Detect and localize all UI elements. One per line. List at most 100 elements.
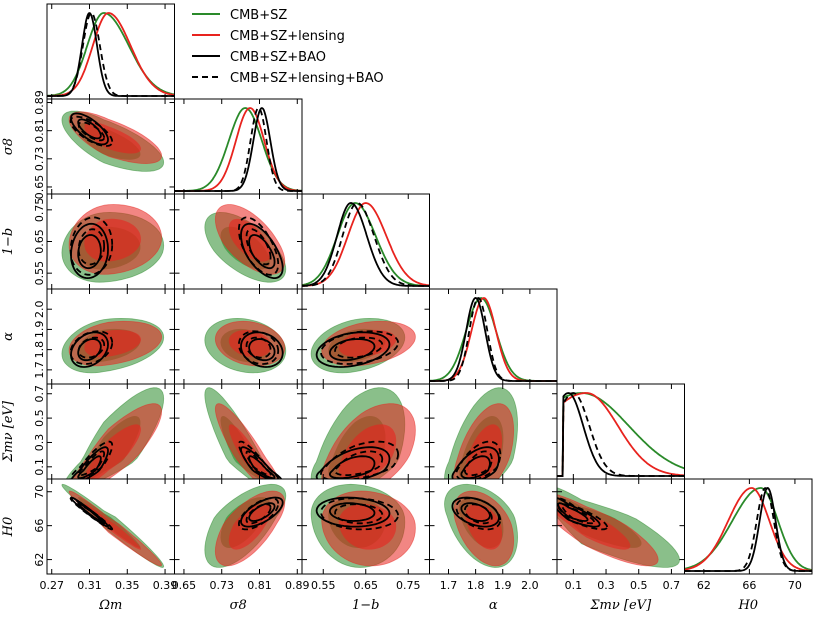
panel-om-s8 [61, 110, 165, 172]
panel-b-h0 [310, 483, 416, 568]
xtick-label-al: 1.8 [467, 579, 485, 592]
xtick-label-b: 0.65 [354, 579, 379, 592]
contour-68-cmb-sz-bao [77, 234, 102, 270]
ytick-label-mnu: 0.1 [33, 458, 46, 476]
panel-s8-mnu [204, 387, 283, 479]
contour-95-cmb-sz-lensing-bao [320, 330, 400, 365]
ytick-label-h0: 62 [33, 553, 46, 567]
frame-3-3 [429, 288, 558, 385]
marginal-om-cmb-sz-bao [47, 12, 175, 97]
marginal-b-cmb-sz [302, 202, 430, 287]
contour-68-cmb-sz-lensing-bao [245, 450, 272, 476]
contour-68-cmb-sz-bao [77, 455, 102, 479]
contour-68-cmb-sz-lensing-bao [245, 503, 272, 525]
contour-68-cmb-sz-lensing [338, 329, 397, 358]
xaxis-label-b: 1−b [352, 598, 380, 613]
contour-95-cmb-sz-lensing-bao [455, 497, 502, 531]
panel-s8-al [204, 317, 287, 374]
xtick-label-h0: 66 [742, 579, 756, 592]
contour-95-cmb-sz-lensing-bao [69, 440, 114, 479]
panel-om-b [61, 204, 165, 283]
ytick-label-s8: 0.81 [33, 118, 46, 143]
xtick-label-om: 0.27 [39, 579, 64, 592]
diag-panel-h0 [684, 487, 812, 572]
contour-95-cmb-sz-bao [240, 331, 284, 368]
frame-2-2 [301, 193, 430, 290]
yaxis-label-s8: σ8 [1, 138, 16, 155]
contour-68-cmb-sz-lensing-bao [561, 503, 596, 525]
panel-s8-h0 [204, 483, 287, 568]
xtick-label-al: 1.9 [494, 579, 512, 592]
contour-68-cmb-sz-bao [248, 338, 276, 362]
ytick-label-s8: 0.73 [33, 147, 46, 172]
ytick-label-al: 1.9 [33, 321, 46, 339]
marginal-al-cmb-sz-lensing-bao [429, 297, 557, 382]
xaxis-label-mnu: Σmν [eV] [589, 598, 652, 613]
diag-panel-b [302, 202, 430, 287]
contour-68-cmb-sz-lensing-bao [334, 503, 384, 525]
contour-95-cmb-sz-lensing-bao [455, 440, 502, 479]
ytick-label-mnu: 0.3 [33, 434, 46, 452]
contour-68-cmb-sz-lensing-bao [463, 503, 493, 525]
ytick-label-s8: 0.89 [33, 90, 46, 115]
marginal-om-cmb-sz [47, 12, 175, 97]
xtick-label-s8: 0.65 [172, 579, 197, 592]
xtick-label-h0: 70 [788, 579, 802, 592]
ytick-label-mnu: 0.5 [33, 409, 46, 427]
ytick-label-b: 0.65 [33, 229, 46, 254]
contour-95-cmb-sz-bao [240, 496, 284, 528]
contour-68-cmb-sz-lensing-bao [245, 336, 272, 359]
ytick-label-h0: 66 [33, 519, 46, 533]
xaxis-label-om: Ωm [98, 598, 122, 613]
ytick-label-b: 0.55 [33, 261, 46, 286]
marginal-s8-cmb-sz-lensing-bao [174, 107, 302, 192]
xtick-label-om: 0.39 [153, 579, 178, 592]
xtick-label-mnu: 0.1 [565, 579, 583, 592]
marginal-s8-cmb-sz-lensing [174, 107, 302, 192]
contour-95-cmb-sz-bao [451, 446, 500, 479]
panel-al-h0 [444, 483, 519, 568]
xtick-label-h0: 62 [697, 579, 711, 592]
ytick-label-al: 2.0 [33, 300, 46, 318]
contour-95-cmb-sz-lensing-bao [237, 497, 280, 531]
yaxis-label-h0: H0 [1, 517, 16, 538]
xtick-label-om: 0.31 [77, 579, 102, 592]
yaxis-label-b: 1−b [1, 228, 16, 256]
ytick-label-s8: 0.65 [33, 175, 46, 200]
contour-95-cmb-sz-lensing-bao [320, 497, 400, 531]
xtick-label-mnu: 0.5 [630, 579, 648, 592]
contour-95-cmb-sz-bao [315, 446, 391, 479]
panel-mnu-h0 [557, 487, 681, 568]
contour-68-cmb-sz-bao [248, 502, 276, 522]
panels-layer: 0.27 0.31 0.35 0.39 Ωm 0.65 0.73 0.81 0.89 σ8 0.55… [1, 3, 813, 613]
xtick-label-b: 0.55 [311, 579, 336, 592]
xtick-label-mnu: 0.3 [597, 579, 615, 592]
contour-68-cmb-sz-lensing-bao [77, 336, 105, 359]
contour-68-cmb-sz-lensing-bao [245, 228, 272, 266]
ytick-label-b: 0.75 [33, 198, 46, 223]
contour-95-cmb-sz-lensing-bao [237, 216, 280, 276]
xaxis-label-s8: σ8 [230, 598, 247, 613]
yaxis-label-al: α [1, 332, 16, 341]
contour-68-cmb-sz-bao [328, 455, 376, 479]
contour-68-cmb-sz-lensing-bao [334, 450, 384, 476]
ytick-label-h0: 70 [33, 485, 46, 499]
contour-95-cmb-sz-lensing-bao [69, 115, 114, 147]
contour-68-cmb-sz-lensing [338, 503, 397, 550]
panel-al-mnu [444, 387, 519, 479]
yaxis-label-mnu: Σmν [eV] [1, 400, 16, 463]
panel-om-h0 [61, 483, 165, 568]
contour-68-cmb-sz-lensing-bao [334, 336, 384, 359]
legend-label-cmb-sz-bao: CMB+SZ+BAO [230, 50, 326, 65]
marginal-mnu-cmb-sz-lensing-bao [557, 392, 685, 477]
diag-panel-s8 [174, 107, 302, 192]
contour-95-cmb-sz-lensing-bao [320, 440, 400, 479]
marginal-s8-cmb-sz-bao [174, 107, 302, 192]
xaxis-label-h0: H0 [737, 598, 758, 613]
diag-panel-mnu [557, 392, 685, 477]
contour-95-cmb-sz-lensing-bao [557, 497, 609, 531]
marginal-mnu-cmb-sz [557, 392, 685, 477]
frame-5-5 [684, 478, 813, 575]
marginal-h0-cmb-sz-lensing [684, 487, 812, 572]
